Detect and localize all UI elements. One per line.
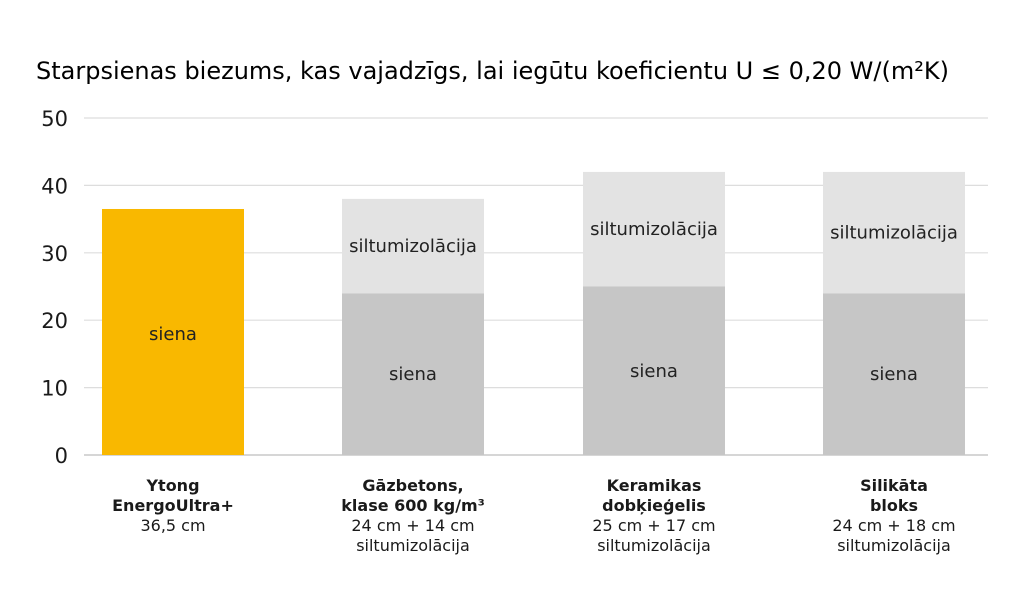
category-sublabel: 24 cm + 18 cm: [832, 516, 955, 535]
bar-segment: [583, 171, 725, 287]
bar-segment: [102, 208, 244, 455]
y-tick-label: 30: [41, 242, 68, 266]
bar-segment: [583, 286, 725, 455]
segment-labels: siena siena siltumizolācija siena siltumizol…: [149, 219, 958, 385]
category-label: Silikāta: [860, 476, 928, 495]
segment-label: siena: [389, 364, 437, 385]
category-label: Keramikas: [607, 476, 702, 495]
category-sublabel: siltumizolācija: [837, 536, 951, 555]
category-label: Ytong: [145, 476, 199, 495]
segment-label: siltumizolācija: [590, 219, 718, 240]
category-sublabel: siltumizolācija: [597, 536, 711, 555]
category-label: bloks: [870, 496, 918, 515]
y-tick-label: 50: [41, 107, 68, 131]
category-sublabel: siltumizolācija: [356, 536, 470, 555]
bar-segment: [823, 171, 965, 294]
category-label: EnergoUltra+: [112, 496, 234, 515]
y-tick-label: 0: [55, 444, 68, 468]
segment-label: siena: [630, 361, 678, 382]
category-sublabel: 36,5 cm: [140, 516, 205, 535]
y-tick-label: 20: [41, 309, 68, 333]
bar-segment: [342, 293, 484, 455]
segment-label: siltumizolācija: [830, 223, 958, 244]
segment-label: siena: [870, 364, 918, 385]
category-label: klase 600 kg/m³: [341, 496, 484, 515]
bar-segment: [342, 198, 484, 294]
category-sublabel: 24 cm + 14 cm: [351, 516, 474, 535]
y-tick-label: 40: [41, 174, 68, 198]
segment-label: siena: [149, 324, 197, 345]
chart-title: Starpsienas biezums, kas vajadzīgs, lai …: [36, 57, 949, 85]
segment-label: siltumizolācija: [349, 236, 477, 257]
bars: [102, 171, 965, 455]
category-label: dobķieģelis: [602, 496, 706, 515]
category-label: Gāzbetons,: [362, 476, 463, 495]
bar-segment: [823, 293, 965, 455]
y-axis-ticks: 0 10 20 30 40 50: [41, 107, 68, 468]
category-sublabel: 25 cm + 17 cm: [592, 516, 715, 535]
y-tick-label: 10: [41, 377, 68, 401]
